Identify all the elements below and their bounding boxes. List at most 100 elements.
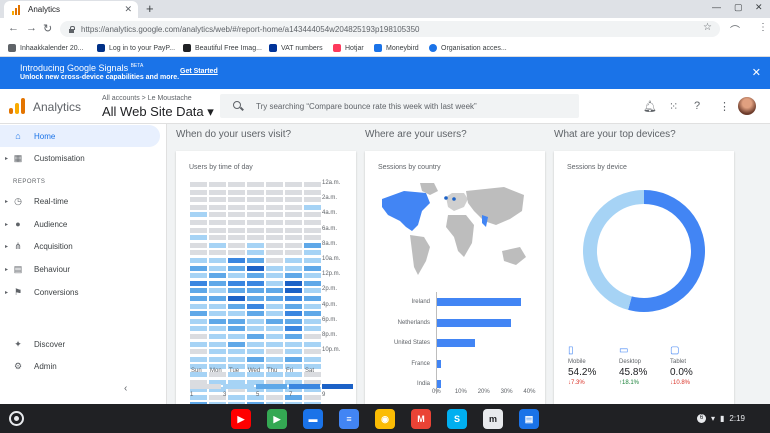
maximize-button[interactable]: ▢ (734, 2, 743, 12)
reports-section-label: REPORTS (13, 179, 46, 185)
heatmap-cell (190, 258, 207, 263)
heatmap-cell (304, 288, 321, 294)
sidebar-item-acquisition[interactable]: ▸ ⋔ Acquisition (0, 235, 167, 257)
menu-dots-icon[interactable]: ⋮ (758, 22, 768, 33)
hour-label: 2p.m. (322, 286, 338, 293)
country-bar[interactable] (436, 298, 521, 306)
day-label: Mon (210, 368, 222, 374)
heatmap-cell (247, 273, 264, 279)
heatmap-cell (304, 372, 321, 377)
donut-slice-desktop[interactable] (583, 190, 645, 310)
heatmap-cell (285, 227, 302, 233)
reload-icon[interactable]: ↻ (43, 23, 53, 35)
bookmark-item[interactable]: Log in to your PayP... (97, 44, 175, 52)
play-store-icon[interactable]: ▶ (267, 409, 287, 429)
docs-icon[interactable]: ≡ (339, 409, 359, 429)
expand-caret-icon[interactable]: ▸ (5, 155, 9, 162)
device-stat-mobile: ▯ Mobile 54.2% ↓7.3% (568, 345, 618, 386)
address-bar[interactable]: https://analytics.google.com/analytics/w… (60, 21, 720, 37)
skype-icon[interactable]: S (447, 409, 467, 429)
sidebar-item-conversions[interactable]: ▸ ⚑ Conversions (0, 281, 167, 303)
heatmap-cell (190, 356, 207, 362)
expand-caret-icon[interactable]: ▸ (5, 289, 9, 296)
country-bar[interactable] (436, 359, 441, 368)
bookmark-item[interactable]: Inhaakkalender 20... (8, 44, 83, 52)
expand-caret-icon[interactable]: ▸ (5, 198, 9, 205)
get-started-link[interactable]: Get Started (180, 68, 218, 75)
sidebar-item-admin[interactable]: ⚙ Admin (0, 355, 167, 377)
bookmark-item[interactable]: Organisation acces... (429, 44, 507, 52)
youtube-icon[interactable]: ▶ (231, 409, 251, 429)
expand-caret-icon[interactable]: ▸ (5, 221, 9, 228)
x-tick-label: 20% (477, 389, 490, 395)
more-vert-icon[interactable]: ⋮ (719, 101, 730, 113)
bookmark-star-icon[interactable]: ☆ (703, 22, 712, 33)
country-bar[interactable] (436, 339, 475, 347)
heatmap-cell (228, 356, 245, 362)
heatmap-cell (266, 250, 283, 256)
heatmap-cell (304, 250, 321, 256)
heatmap-cell (190, 227, 207, 233)
music-icon[interactable]: m (483, 409, 503, 429)
device-name: Mobile (568, 359, 586, 365)
bookmark-item[interactable]: Hotjar (333, 44, 364, 52)
heatmap-cell (304, 212, 321, 218)
device-share: 54.2% (568, 367, 597, 378)
search-input[interactable]: Try searching “Compare bounce rate this … (220, 94, 579, 118)
collapse-sidebar-icon[interactable]: ‹ (124, 383, 128, 394)
organisation-icon (429, 44, 437, 52)
country-bar[interactable] (436, 380, 441, 388)
forward-icon[interactable]: → (26, 22, 37, 34)
gmail-icon[interactable]: M (411, 409, 431, 429)
heatmap-cell (247, 220, 264, 225)
heatmap-cell (304, 334, 321, 339)
heatmap-cell (247, 296, 264, 301)
sidebar-item-label: Real-time (34, 196, 69, 206)
apps-grid-icon[interactable]: ⁙ (669, 101, 679, 113)
chrome-icon[interactable]: ◉ (375, 409, 395, 429)
africa-shape (446, 215, 474, 257)
avatar[interactable] (738, 97, 756, 115)
launcher-icon[interactable] (9, 411, 24, 426)
extension-icon[interactable]: ⌒ (730, 26, 740, 37)
heatmap-cell (228, 341, 245, 347)
expand-caret-icon[interactable]: ▸ (5, 266, 9, 273)
sidebar-item-discover[interactable]: ✦ Discover (0, 333, 167, 355)
notification-bell-icon[interactable]: 🔔︎ (643, 101, 657, 113)
sidebar-item-behaviour[interactable]: ▸ ▤ Behaviour (0, 258, 167, 280)
bookmark-item[interactable]: VAT numbers (269, 44, 323, 52)
breadcrumb[interactable]: All accounts > Le Moustache (102, 95, 192, 102)
new-tab-button[interactable]: + (146, 1, 154, 16)
browser-tab[interactable]: Analytics ✕ (4, 1, 138, 18)
system-tray[interactable]: 6 ▾ ▮ 2:19 (697, 411, 765, 426)
heatmap-cell (247, 227, 264, 233)
heatmap-cell (247, 235, 264, 241)
sidebar-item-real-time[interactable]: ▸ ◷ Real-time (0, 190, 167, 212)
legend-label: 5 (256, 392, 260, 398)
x-tick-label: 0% (432, 389, 441, 395)
heatmap-cell (228, 379, 245, 385)
bookmark-item[interactable]: Beautiful Free Imag... (183, 44, 262, 52)
donut-slice-mobile[interactable] (628, 190, 705, 312)
tab-close-icon[interactable]: ✕ (124, 4, 132, 14)
sidebar-item-customisation[interactable]: ▸ ▦ Customisation (0, 147, 167, 169)
minimize-button[interactable]: — (712, 2, 721, 12)
heatmap-cell (266, 273, 283, 279)
heatmap-cell (190, 296, 207, 301)
messages-icon[interactable]: ▤ (519, 409, 539, 429)
banner-close-icon[interactable]: ✕ (751, 67, 761, 79)
back-icon[interactable]: ← (8, 22, 19, 34)
help-icon[interactable]: ? (694, 100, 701, 112)
hotjar-icon (333, 44, 341, 52)
heatmap-cell (247, 394, 264, 400)
country-bar[interactable] (436, 318, 512, 327)
sidebar-item-audience[interactable]: ▸ ● Audience (0, 213, 167, 235)
view-selector[interactable]: All Web Site Data ▾ (102, 104, 214, 119)
window-close-button[interactable]: ✕ (755, 2, 763, 12)
heatmap-cell (266, 212, 283, 218)
bookmark-item[interactable]: Moneybird (374, 44, 419, 52)
heatmap-cell (266, 227, 283, 233)
sidebar-item-home[interactable]: ⌂ Home (0, 125, 160, 147)
expand-caret-icon[interactable]: ▸ (5, 243, 9, 250)
files-icon[interactable]: ▬ (303, 409, 323, 429)
